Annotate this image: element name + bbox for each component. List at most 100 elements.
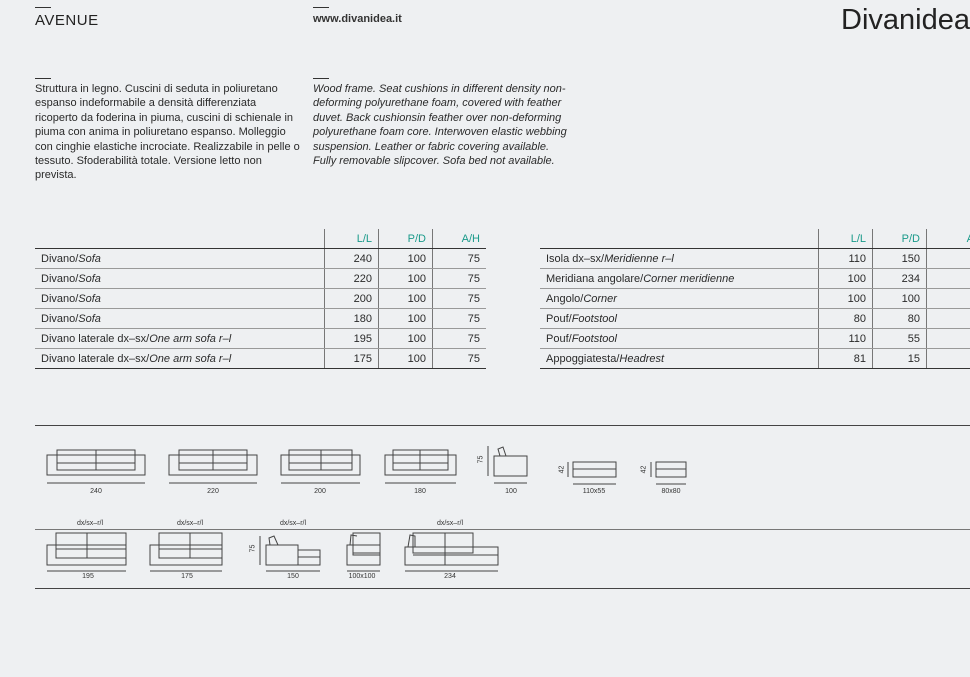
item-name: Isola dx–sx/Meridienne r–l bbox=[540, 248, 819, 269]
table-row: Divano laterale dx–sx/One arm sofa r–l 17… bbox=[35, 348, 486, 369]
item-name-en: Sofa bbox=[78, 272, 101, 285]
cell-p: 100 bbox=[378, 328, 433, 349]
cell-h bbox=[926, 268, 970, 289]
cell-h: 75 bbox=[432, 288, 486, 309]
table-row: Divano/Sofa 240 100 75 bbox=[35, 248, 486, 269]
item-name: Divano/Sofa bbox=[35, 268, 325, 289]
column-header: P/D bbox=[378, 229, 433, 249]
cell-p: 100 bbox=[378, 348, 433, 369]
dimension-label: 240 bbox=[90, 488, 102, 495]
product-title: AVENUE bbox=[35, 12, 99, 29]
table-header: L/LP/DA bbox=[540, 229, 970, 249]
item-name-it: Isola dx–sx/ bbox=[546, 252, 605, 265]
meridienne-150-drawing bbox=[259, 535, 321, 572]
brand-logo: Divanidea bbox=[841, 4, 970, 36]
item-name-it: Appoggiatesta/ bbox=[546, 352, 620, 365]
height-label: 75 bbox=[249, 544, 257, 553]
item-name-en: Footstool bbox=[571, 332, 617, 345]
column-header: L/L bbox=[324, 229, 379, 249]
item-name-it: Divano laterale dx–sx/ bbox=[41, 332, 150, 345]
dimension-label: 195 bbox=[82, 573, 94, 580]
item-name: Angolo/Corner bbox=[540, 288, 819, 309]
cell-h: 75 bbox=[432, 308, 486, 329]
dimensions-table-right: L/LP/DAIsola dx–sx/Meridienne r–l110150M… bbox=[540, 229, 970, 369]
item-name: Meridiana angolare/Corner meridienne bbox=[540, 268, 819, 289]
website-link[interactable]: www.divanidea.it bbox=[313, 13, 402, 25]
cell-l: 80 bbox=[818, 308, 873, 329]
one-arm-sofa-175-drawing bbox=[149, 532, 223, 572]
item-name-en: Sofa bbox=[78, 312, 101, 325]
description-english: Wood frame. Seat cushions in different d… bbox=[313, 83, 567, 168]
cell-l: 100 bbox=[818, 268, 873, 289]
cell-l: 180 bbox=[324, 308, 379, 329]
divider bbox=[35, 425, 970, 426]
cell-h bbox=[926, 308, 970, 329]
divider bbox=[35, 78, 51, 79]
height-label: 42 bbox=[640, 465, 648, 474]
column-header: L/L bbox=[818, 229, 873, 249]
corner-meridienne-234-drawing bbox=[404, 532, 499, 572]
dimension-label: 150 bbox=[287, 573, 299, 580]
divider bbox=[313, 7, 329, 8]
sofa-220-drawing bbox=[168, 449, 258, 484]
cell-p: 150 bbox=[872, 248, 927, 269]
cell-l: 240 bbox=[324, 248, 379, 269]
item-name: Divano/Sofa bbox=[35, 288, 325, 309]
cell-h: 75 bbox=[432, 248, 486, 269]
footstool-110x55-drawing bbox=[567, 461, 617, 485]
cell-p: 15 bbox=[872, 348, 927, 369]
table-row: Meridiana angolare/Corner meridienne 100 2… bbox=[540, 268, 970, 289]
table-row: Divano/Sofa 220 100 75 bbox=[35, 268, 486, 289]
cell-h: 75 bbox=[432, 328, 486, 349]
dimension-label: 180 bbox=[414, 488, 426, 495]
divider bbox=[35, 588, 970, 589]
item-name-it: Divano/ bbox=[41, 252, 79, 265]
cell-l: 110 bbox=[818, 248, 873, 269]
side-label: dx/sx–r/l bbox=[176, 520, 204, 527]
cell-p: 100 bbox=[378, 308, 433, 329]
item-name: Pouf/Footstool bbox=[540, 328, 819, 349]
table-row: Isola dx–sx/Meridienne r–l 110 150 bbox=[540, 248, 970, 269]
description-italian: Struttura in legno. Cuscini di seduta in… bbox=[35, 83, 300, 182]
cell-l: 220 bbox=[324, 268, 379, 289]
dimension-label: 220 bbox=[207, 488, 219, 495]
table-row: Pouf/Footstool 110 55 bbox=[540, 328, 970, 349]
sofa-200-drawing bbox=[280, 449, 361, 484]
cell-p: 100 bbox=[378, 288, 433, 309]
item-name-en: Sofa bbox=[78, 252, 101, 265]
height-label: 42 bbox=[558, 465, 566, 474]
cell-h: 75 bbox=[432, 348, 486, 369]
cell-p: 100 bbox=[378, 268, 433, 289]
divider bbox=[35, 7, 51, 8]
item-name-en: Headrest bbox=[619, 352, 665, 365]
cell-p: 80 bbox=[872, 308, 927, 329]
item-name-en: One arm sofa r–l bbox=[149, 352, 232, 365]
corner-100x100-drawing bbox=[346, 532, 381, 572]
item-name-en: Corner meridienne bbox=[643, 272, 735, 285]
column-header: A/H bbox=[432, 229, 486, 249]
item-name: Divano laterale dx–sx/One arm sofa r–l bbox=[35, 348, 325, 369]
cell-l: 110 bbox=[818, 328, 873, 349]
cell-h bbox=[926, 348, 970, 369]
table-row: Divano/Sofa 180 100 75 bbox=[35, 308, 486, 329]
table-row: Divano laterale dx–sx/One arm sofa r–l 19… bbox=[35, 328, 486, 349]
dimensions-table-left: L/L P/D A/H Divano/Sofa 240 100 75 Divano/Sofa 2… bbox=[35, 229, 486, 369]
side-label: dx/sx–r/l bbox=[436, 520, 464, 527]
table-header: L/L P/D A/H bbox=[35, 229, 486, 249]
cell-p: 55 bbox=[872, 328, 927, 349]
item-name: Appoggiatesta/Headrest bbox=[540, 348, 819, 369]
table-row: Divano/Sofa 200 100 75 bbox=[35, 288, 486, 309]
item-name-en: Footstool bbox=[571, 312, 617, 325]
item-name-it: Pouf/ bbox=[546, 332, 572, 345]
item-name-en: Meridienne r–l bbox=[604, 252, 674, 265]
dimension-label: 80x80 bbox=[661, 488, 681, 495]
table-row: Angolo/Corner 100 100 bbox=[540, 288, 970, 309]
cell-h bbox=[926, 288, 970, 309]
dimension-label: 200 bbox=[314, 488, 326, 495]
item-name-it: Angolo/ bbox=[546, 292, 584, 305]
cell-l: 200 bbox=[324, 288, 379, 309]
item-name-en: Corner bbox=[583, 292, 617, 305]
side-label: dx/sx–r/l bbox=[279, 520, 307, 527]
dimension-label: 234 bbox=[444, 573, 456, 580]
cell-p: 100 bbox=[378, 248, 433, 269]
